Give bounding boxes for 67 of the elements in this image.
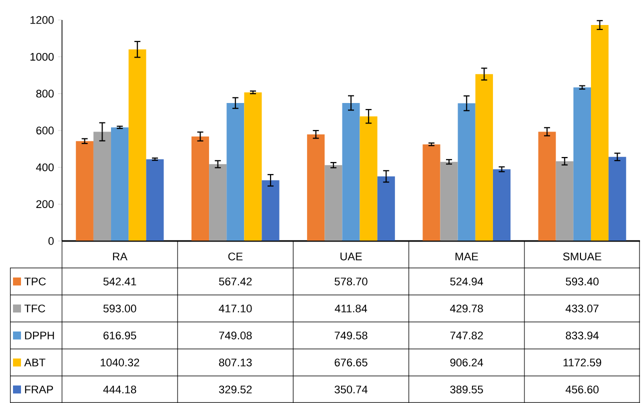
x-tick-label: UAE — [340, 252, 362, 260]
data-label: 389.55 — [450, 386, 483, 394]
data-label: 350.74 — [334, 386, 368, 394]
data-label: 906.24 — [450, 358, 484, 366]
data-label: 444.18 — [103, 386, 136, 394]
x-tick-label: RA — [113, 252, 128, 260]
data-label: 833.94 — [566, 332, 599, 340]
bar — [492, 169, 511, 241]
data-label: 676.65 — [334, 358, 368, 366]
bar — [377, 176, 395, 241]
data-label: 417.10 — [218, 304, 252, 312]
data-label: 433.07 — [566, 304, 598, 312]
data-label: 542.41 — [103, 278, 136, 286]
bar — [262, 180, 280, 241]
bar — [128, 49, 146, 241]
bar — [573, 87, 591, 241]
data-label: 329.52 — [219, 386, 252, 394]
y-tick-label: 1000 — [30, 52, 54, 61]
y-tick-label: 200 — [36, 200, 54, 208]
legend-label: ABT — [24, 358, 46, 366]
data-label: 1040.32 — [100, 358, 140, 366]
data-label: 749.58 — [334, 332, 368, 340]
data-label: 411.84 — [334, 304, 368, 312]
bar — [590, 25, 609, 241]
y-tick-label: 800 — [36, 90, 54, 98]
data-label: 807.13 — [219, 358, 252, 366]
bar — [422, 144, 440, 241]
data-label: 567.42 — [219, 278, 252, 286]
bar — [244, 92, 262, 241]
bar — [209, 164, 227, 241]
x-tick-label: CE — [228, 252, 243, 260]
bar — [324, 165, 342, 241]
x-tick-label: SMUAE — [563, 252, 602, 260]
data-label: 616.95 — [104, 332, 136, 340]
y-tick-label: 400 — [36, 163, 54, 172]
data-label: 749.08 — [219, 332, 252, 340]
data-label: 747.82 — [450, 332, 483, 340]
bar — [440, 162, 458, 241]
x-tick-label: MAE — [456, 252, 478, 260]
bar — [360, 116, 378, 241]
legend-label: TPC — [24, 278, 46, 286]
bar — [111, 127, 129, 241]
bar — [475, 74, 493, 241]
data-label: 524.94 — [450, 278, 484, 286]
data-label: 456.60 — [566, 386, 599, 394]
bar — [191, 136, 210, 241]
y-tick-label: 1200 — [30, 16, 54, 24]
bar — [93, 132, 112, 241]
data-label: 429.78 — [450, 304, 483, 312]
legend-label: TFC — [24, 304, 46, 312]
y-tick-label: 600 — [36, 126, 54, 134]
bar — [342, 102, 360, 241]
data-label: 578.70 — [334, 278, 368, 286]
bar — [556, 161, 574, 241]
legend-label: FRAP — [25, 386, 53, 394]
bar — [146, 159, 164, 241]
y-tick-label: 0 — [48, 237, 54, 245]
data-label: 593.40 — [566, 278, 599, 286]
bar — [608, 156, 626, 241]
bar — [458, 103, 476, 241]
bar — [307, 134, 325, 241]
data-label: 593.00 — [103, 304, 136, 312]
bar — [538, 132, 556, 241]
legend-label: DPPH — [25, 332, 54, 340]
bar — [76, 141, 94, 241]
bar — [226, 103, 244, 241]
data-label: 1172.59 — [564, 358, 602, 366]
